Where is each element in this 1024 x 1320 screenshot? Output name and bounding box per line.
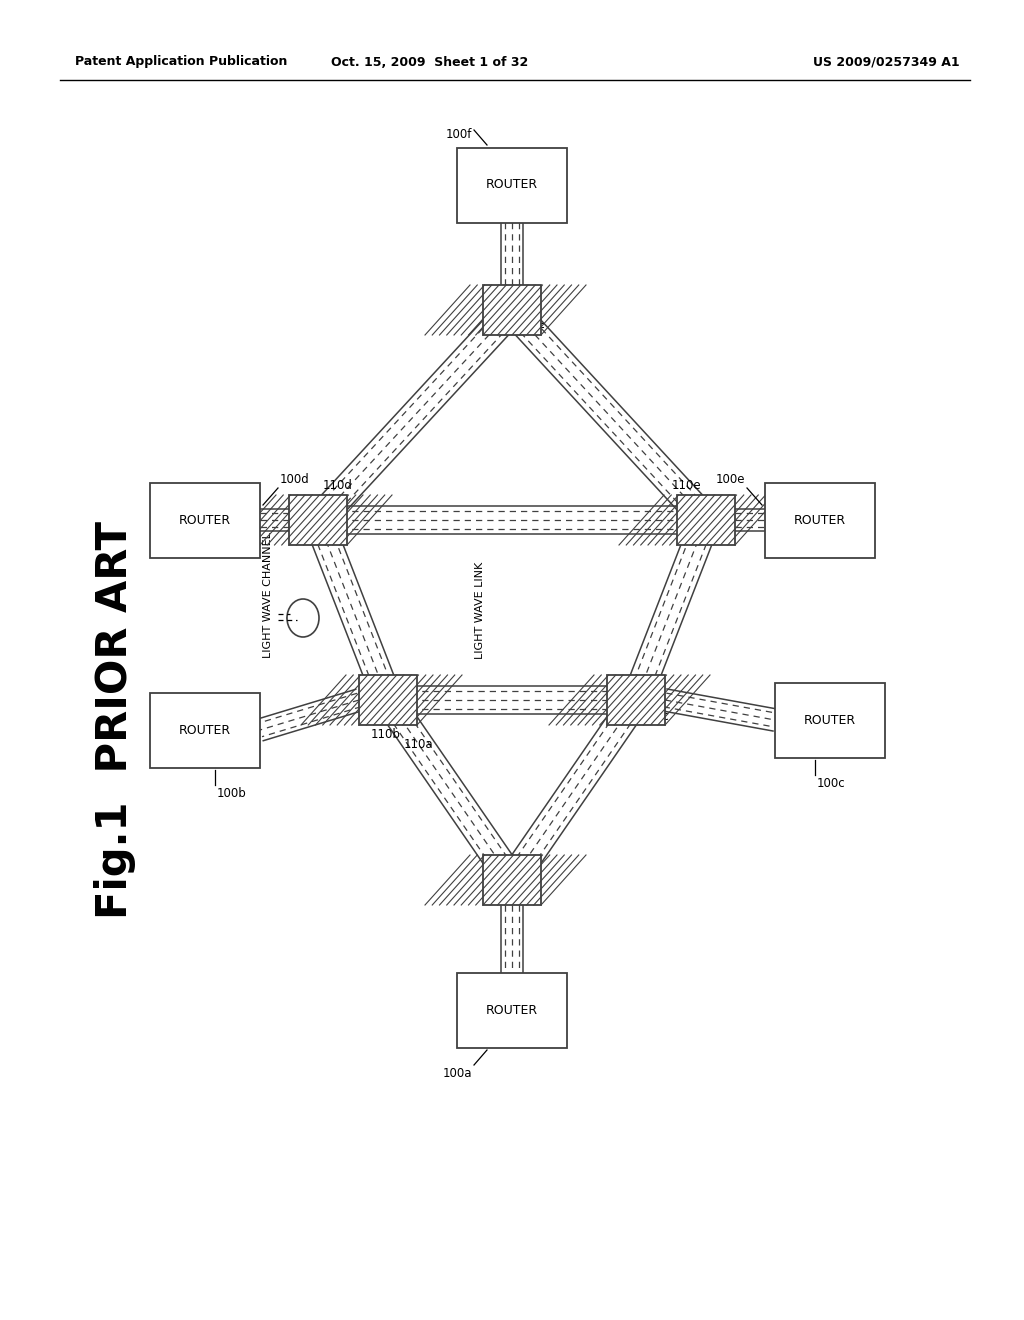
Text: ROUTER: ROUTER xyxy=(486,178,538,191)
Text: ROUTER: ROUTER xyxy=(179,723,231,737)
Text: 110F: 110F xyxy=(517,322,546,335)
Text: ROUTER: ROUTER xyxy=(486,1003,538,1016)
Bar xyxy=(150,693,260,767)
Text: ROUTER: ROUTER xyxy=(804,714,856,726)
Bar xyxy=(457,973,567,1048)
Bar xyxy=(483,855,541,906)
Bar xyxy=(765,483,874,557)
Text: 100b: 100b xyxy=(217,787,247,800)
Text: 110c: 110c xyxy=(641,710,670,723)
Text: 100d: 100d xyxy=(280,473,309,486)
Text: US 2009/0257349 A1: US 2009/0257349 A1 xyxy=(813,55,961,69)
Text: 100a: 100a xyxy=(442,1067,472,1080)
Bar xyxy=(483,285,541,335)
Text: 110d: 110d xyxy=(323,479,353,492)
Text: 100c: 100c xyxy=(817,777,846,789)
Text: 110e: 110e xyxy=(672,479,701,492)
Text: 100e: 100e xyxy=(716,473,745,486)
Bar xyxy=(775,682,885,758)
Bar xyxy=(359,675,417,725)
Text: ROUTER: ROUTER xyxy=(794,513,846,527)
Bar xyxy=(150,483,260,557)
Bar xyxy=(457,148,567,223)
Text: 100f: 100f xyxy=(445,128,472,141)
Bar xyxy=(677,495,735,545)
Text: Fig.1  PRIOR ART: Fig.1 PRIOR ART xyxy=(94,521,136,919)
Text: LIGHT WAVE CHANNEL: LIGHT WAVE CHANNEL xyxy=(263,532,273,657)
Text: ROUTER: ROUTER xyxy=(179,513,231,527)
Bar xyxy=(607,675,665,725)
Text: LIGHT WAVE LINK: LIGHT WAVE LINK xyxy=(475,561,485,659)
Ellipse shape xyxy=(287,599,319,638)
Text: 110b: 110b xyxy=(371,729,401,741)
Text: 110a: 110a xyxy=(403,738,433,751)
Bar xyxy=(289,495,347,545)
Text: Oct. 15, 2009  Sheet 1 of 32: Oct. 15, 2009 Sheet 1 of 32 xyxy=(332,55,528,69)
Text: Patent Application Publication: Patent Application Publication xyxy=(75,55,288,69)
